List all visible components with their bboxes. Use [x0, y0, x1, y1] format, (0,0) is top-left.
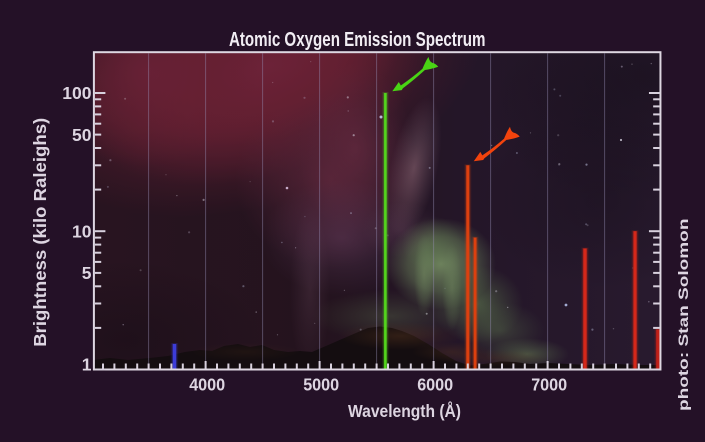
- svg-text:50: 50: [72, 125, 92, 145]
- svg-text:100: 100: [62, 83, 91, 103]
- svg-text:5000: 5000: [303, 374, 339, 394]
- svg-text:photo: Stan Solomon: photo: Stan Solomon: [675, 219, 691, 412]
- svg-text:7000: 7000: [531, 374, 567, 394]
- svg-text:Atomic Oxygen Emission Spectru: Atomic Oxygen Emission Spectrum: [229, 29, 486, 51]
- svg-text:1: 1: [82, 354, 92, 374]
- svg-text:Brightness (kilo Raleighs): Brightness (kilo Raleighs): [30, 118, 50, 347]
- svg-text:5: 5: [82, 263, 92, 283]
- svg-text:6000: 6000: [417, 374, 453, 394]
- svg-text:4000: 4000: [189, 374, 225, 394]
- svg-text:Wavelength (Å): Wavelength (Å): [348, 401, 461, 421]
- svg-text:10: 10: [72, 221, 92, 241]
